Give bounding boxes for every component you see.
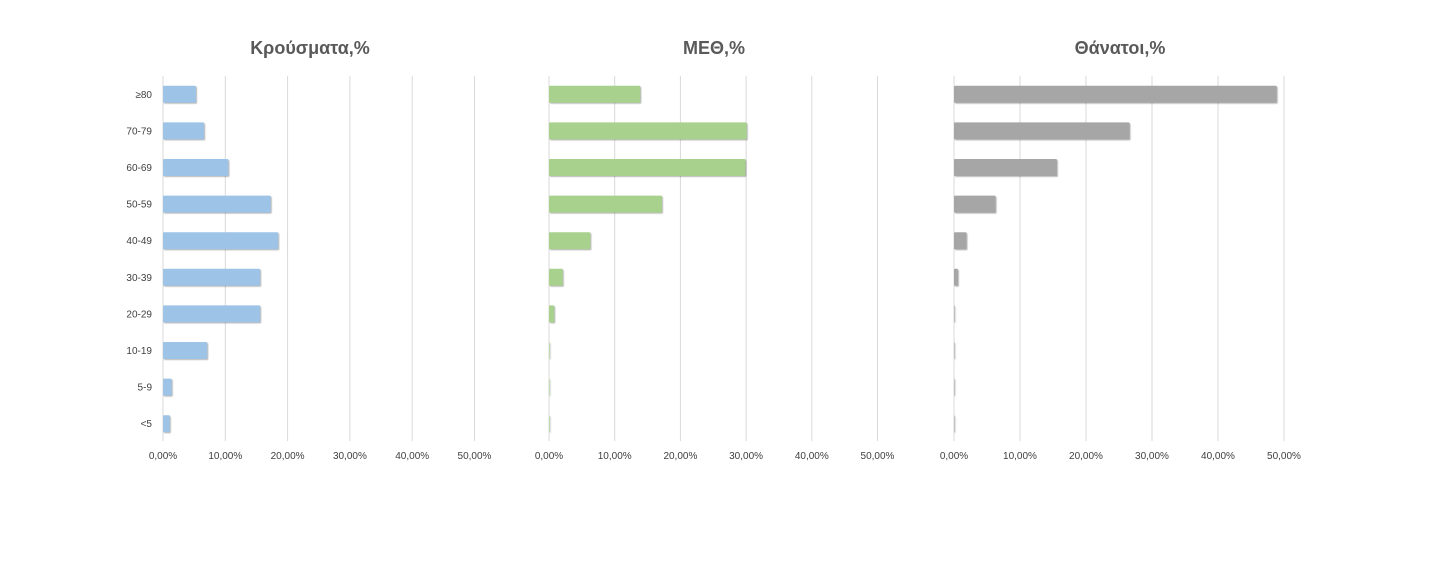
- x-tick-label: 20,00%: [1069, 451, 1103, 462]
- x-tick-label: 0,00%: [940, 451, 968, 462]
- bar-1-10: [163, 415, 170, 433]
- bar-2-6: [549, 268, 563, 286]
- x-tick-label: 10,00%: [208, 451, 242, 462]
- bar-1-9: [163, 378, 172, 396]
- x-tick-label: 40,00%: [795, 451, 829, 462]
- bar-2-2: [549, 122, 747, 140]
- category-label: 70-79: [126, 126, 152, 137]
- chart-panel-3: Θάνατοι,% 0,00% 10,00% 20,00% 30,00% 40,00% 50…: [940, 38, 1301, 462]
- bar-2-5: [549, 232, 591, 250]
- x-tick-label: 20,00%: [663, 451, 697, 462]
- x-tick-label: 50,00%: [458, 451, 492, 462]
- chart-title: Κρούσματα,%: [250, 38, 370, 58]
- bar-1-3: [163, 159, 229, 176]
- category-label: 40-49: [126, 236, 152, 247]
- category-label: 10-19: [126, 346, 152, 357]
- chart-panel-2: ΜΕΘ,% 0,00% 10,00% 20,00% 30,00% 40,00% 50,00%: [535, 38, 895, 462]
- x-tick-label: 30,00%: [333, 451, 367, 462]
- x-tick-label: 50,00%: [861, 451, 895, 462]
- bar-3-6: [954, 268, 958, 286]
- bar-1-1: [163, 85, 197, 103]
- category-label: 60-69: [126, 163, 152, 174]
- bar-2-8: [549, 342, 550, 359]
- bar-2-9: [549, 378, 550, 396]
- bar-1-2: [163, 122, 205, 140]
- x-tick-label: 0,00%: [149, 451, 177, 462]
- bar-3-3: [954, 159, 1057, 176]
- x-tick-label: 10,00%: [1003, 451, 1037, 462]
- category-label: 5-9: [138, 383, 153, 394]
- bar-2-3: [549, 159, 746, 176]
- x-tick-label: 40,00%: [1201, 451, 1235, 462]
- bar-3-10: [954, 415, 955, 433]
- category-label: <5: [141, 419, 153, 430]
- category-label: 20-29: [126, 309, 152, 320]
- bar-2-4: [549, 195, 663, 213]
- x-tick-label: 30,00%: [1135, 451, 1169, 462]
- bar-2-10: [549, 415, 550, 433]
- x-tick-label: 40,00%: [395, 451, 429, 462]
- category-label: 50-59: [126, 200, 152, 211]
- bar-3-7: [954, 305, 955, 323]
- x-tick-label: 50,00%: [1267, 451, 1301, 462]
- bar-1-8: [163, 342, 208, 359]
- bar-1-5: [163, 232, 279, 250]
- bar-3-9: [954, 378, 955, 396]
- bar-1-4: [163, 195, 271, 213]
- bar-3-1: [954, 85, 1277, 103]
- chart-title: ΜΕΘ,%: [683, 38, 745, 58]
- bar-1-7: [163, 305, 261, 323]
- bar-3-4: [954, 195, 996, 213]
- bar-3-5: [954, 232, 967, 250]
- x-tick-label: 0,00%: [535, 451, 563, 462]
- bar-2-7: [549, 305, 555, 323]
- chart-title: Θάνατοι,%: [1075, 38, 1166, 58]
- bar-2-1: [549, 85, 641, 103]
- bar-1-6: [163, 268, 261, 286]
- chart-panel-1: Κρούσματα,% 0,00% 10,00% 20,00% 30,00% 40,00%…: [126, 38, 491, 462]
- category-label: ≥80: [135, 90, 152, 101]
- x-tick-label: 30,00%: [729, 451, 763, 462]
- category-label: 30-39: [126, 273, 152, 284]
- bar-3-2: [954, 122, 1130, 140]
- x-tick-label: 10,00%: [598, 451, 632, 462]
- x-tick-label: 20,00%: [271, 451, 305, 462]
- bar-3-8: [954, 342, 955, 359]
